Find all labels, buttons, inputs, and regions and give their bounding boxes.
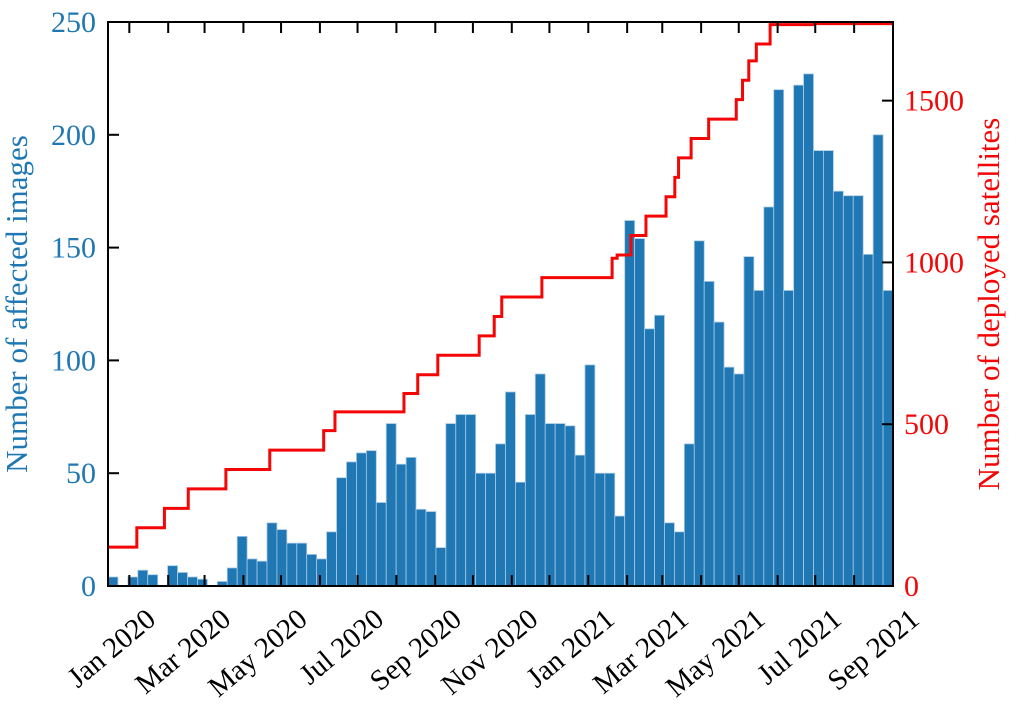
histogram-bar: [882, 290, 894, 587]
satellites-step-line: [108, 22, 893, 549]
histogram-bar: [753, 290, 765, 587]
histogram-bar: [465, 414, 477, 587]
histogram-bar: [455, 414, 467, 587]
histogram-bar: [336, 477, 347, 587]
histogram-bar: [365, 450, 377, 587]
histogram-bar: [673, 531, 685, 587]
ticks-group: [108, 21, 894, 587]
histogram-bar: [852, 195, 864, 587]
histogram-bar: [872, 134, 884, 587]
histogram-bar: [803, 73, 814, 587]
histogram-bar: [773, 89, 785, 587]
histogram-bar: [813, 150, 824, 587]
histogram-bar: [226, 567, 238, 587]
histogram-bar: [723, 366, 735, 587]
histogram-bar: [395, 463, 407, 587]
frame-group: [107, 21, 894, 587]
histogram-bar: [236, 535, 248, 587]
histogram-bar: [574, 454, 586, 587]
histogram-bar: [445, 423, 457, 587]
histogram-bar: [505, 391, 516, 587]
histogram-bar: [564, 425, 576, 587]
histogram-bar: [256, 560, 268, 587]
histogram-bar: [425, 511, 437, 587]
bars-group: [107, 73, 894, 587]
histogram-bar: [842, 195, 854, 587]
y-axis-label-left: Number of affected images: [0, 135, 34, 473]
histogram-bar: [356, 452, 367, 587]
histogram-bar: [713, 321, 725, 587]
histogram-bar: [683, 443, 695, 587]
histogram-bar: [733, 373, 745, 587]
histogram-bar: [137, 569, 149, 587]
histogram-bar: [763, 206, 775, 587]
histogram-bar: [197, 578, 208, 587]
histogram-bar: [524, 414, 536, 587]
histogram-bar: [862, 253, 874, 587]
histogram-bar: [485, 472, 496, 587]
y-left-tick-label: 200: [51, 119, 96, 152]
y-left-tick-label: 150: [51, 232, 96, 265]
histogram-bar: [107, 576, 119, 587]
y-right-tick-label: 1500: [904, 85, 964, 118]
histogram-bar: [624, 220, 636, 587]
histogram-bar: [594, 472, 606, 587]
histogram-bar: [495, 443, 506, 587]
histogram-bar: [187, 576, 198, 587]
y-right-tick-label: 500: [904, 408, 949, 441]
histogram-bar: [515, 481, 526, 587]
y-left-tick-label: 100: [51, 344, 96, 377]
y-axis-label-right: Number of deployed satellites: [971, 118, 1006, 491]
histogram-bar: [664, 522, 675, 587]
histogram-bar: [296, 542, 308, 587]
histogram-bar: [375, 502, 387, 587]
histogram-bar: [703, 281, 715, 587]
histogram-bar: [823, 150, 834, 587]
plot-frame: [107, 21, 894, 587]
histogram-bar: [147, 574, 159, 587]
histogram-bar: [405, 457, 417, 587]
histogram-bar: [246, 558, 258, 587]
y-left-tick-label: 0: [81, 570, 96, 603]
histogram-bar: [415, 508, 427, 587]
histogram-bar: [783, 290, 795, 587]
y-left-tick-label: 50: [66, 457, 96, 490]
histogram-bar: [435, 547, 447, 587]
histogram-bar: [554, 423, 566, 587]
histogram-bar: [346, 461, 357, 587]
step-line-group: [108, 22, 893, 549]
histogram-bar: [654, 314, 665, 587]
histogram-bar: [544, 423, 556, 587]
histogram-bar: [743, 256, 755, 587]
histogram-bar: [793, 84, 804, 587]
y-right-tick-label: 1000: [904, 246, 964, 279]
histogram-bar: [475, 472, 487, 587]
histogram-bar: [534, 373, 546, 587]
histogram-bar: [693, 240, 705, 587]
histogram-bar: [286, 542, 298, 587]
histogram-bar: [177, 572, 188, 587]
histogram-bar: [266, 522, 278, 587]
histogram-bar: [634, 238, 645, 587]
histogram-bar: [306, 554, 318, 587]
y-left-tick-label: 250: [51, 6, 96, 39]
histogram-bar: [604, 472, 616, 587]
histogram-bar: [644, 328, 655, 587]
histogram-bar: [832, 190, 844, 587]
histogram-bar: [584, 364, 596, 587]
y-right-tick-label: 0: [904, 570, 919, 603]
histogram-bar: [316, 558, 328, 587]
histogram-bar: [385, 423, 397, 587]
histogram-bar: [614, 515, 626, 587]
histogram-bar: [326, 531, 337, 587]
